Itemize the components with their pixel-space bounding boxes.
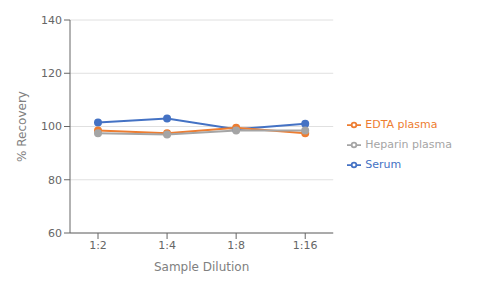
svg-text:140: 140 xyxy=(41,14,62,27)
svg-text:1:2: 1:2 xyxy=(89,239,107,252)
svg-text:Sample Dilution: Sample Dilution xyxy=(154,260,249,274)
svg-text:60: 60 xyxy=(48,227,62,240)
svg-text:1:8: 1:8 xyxy=(227,239,245,252)
svg-text:1:4: 1:4 xyxy=(158,239,176,252)
svg-text:120: 120 xyxy=(41,67,62,80)
svg-text:% Recovery: % Recovery xyxy=(15,91,29,162)
svg-text:100: 100 xyxy=(41,120,62,133)
html-text:Serum: Serum xyxy=(365,157,402,171)
svg-text:1:16: 1:16 xyxy=(293,239,318,252)
html-text:Heparin plasma: Heparin plasma xyxy=(365,137,452,151)
svg-text:80: 80 xyxy=(48,174,62,187)
html-text:EDTA plasma: EDTA plasma xyxy=(365,117,438,131)
